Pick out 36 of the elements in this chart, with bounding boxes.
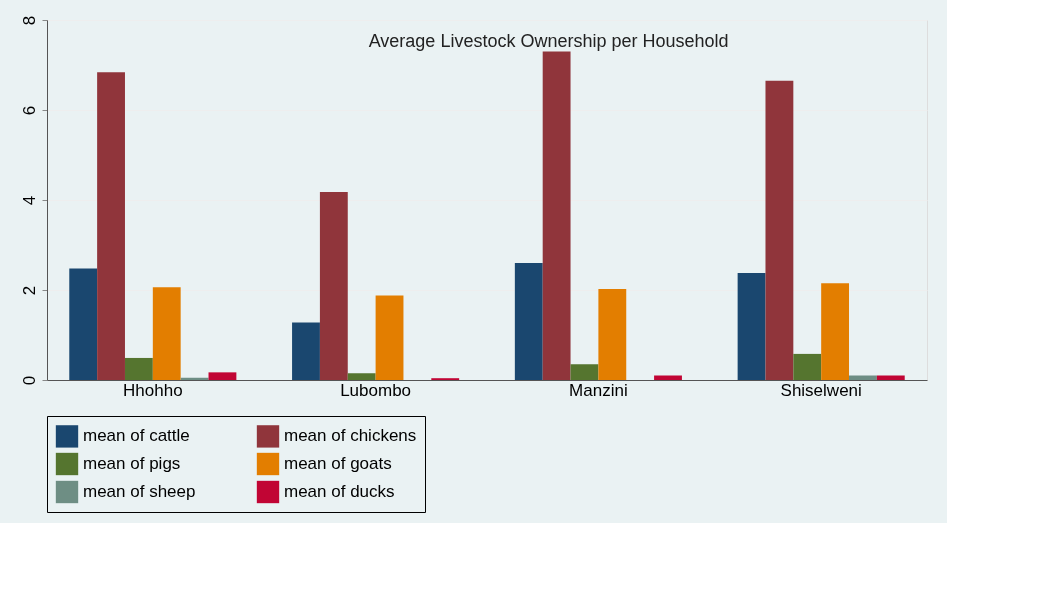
bar: [542, 51, 571, 380]
bar: [849, 375, 877, 380]
legend-label: mean of chickens: [284, 426, 417, 446]
bar: [821, 283, 850, 380]
bar: [375, 295, 404, 380]
text: Average Livestock Ownership per Household: [368, 31, 729, 51]
bar: [347, 373, 376, 380]
x-tick-label: Manzini: [569, 380, 628, 400]
bar: [124, 357, 153, 380]
bar: [208, 372, 237, 380]
bar: [152, 287, 181, 380]
legend-label: mean of cattle: [83, 426, 190, 446]
bar: [292, 322, 320, 380]
x-tick-label: Lubombo: [340, 380, 412, 400]
legend-label: mean of goats: [284, 454, 392, 473]
bar: [97, 72, 125, 380]
x-tick-label: Shiselweni: [780, 380, 862, 400]
bar: [765, 80, 794, 380]
bar: [737, 272, 766, 380]
y-tick-label: 8: [19, 15, 39, 26]
y-tick-label: 0: [19, 375, 39, 386]
y-tick-label: 4: [19, 195, 39, 206]
bar: [69, 268, 98, 380]
x-tick-label: Hhohho: [123, 380, 183, 400]
legend-label: mean of ducks: [284, 482, 395, 501]
bar: [654, 375, 682, 380]
bar: [598, 289, 627, 380]
legend-label: mean of sheep: [83, 482, 196, 501]
bar: [319, 191, 348, 380]
y-tick-label: 2: [19, 285, 39, 296]
y-tick-label: 6: [19, 105, 39, 116]
bar: [570, 364, 599, 380]
bar: [876, 375, 905, 380]
bar: [793, 353, 822, 380]
bar: [514, 263, 543, 380]
legend-label: mean of pigs: [83, 454, 181, 473]
